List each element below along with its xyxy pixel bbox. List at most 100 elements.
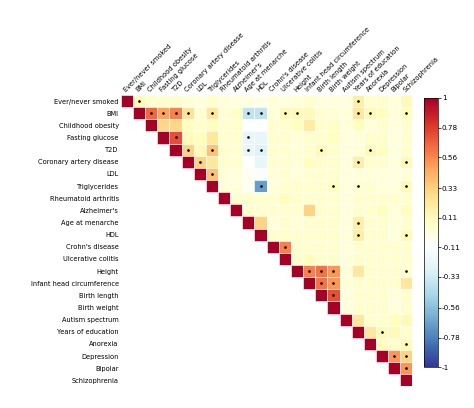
Bar <box>279 241 291 253</box>
Bar <box>303 192 315 204</box>
Bar <box>291 168 303 180</box>
Bar <box>388 277 400 289</box>
Bar <box>352 168 364 180</box>
Bar <box>194 168 206 180</box>
Bar <box>315 204 328 216</box>
Bar <box>328 168 339 180</box>
Bar <box>291 156 303 168</box>
Bar <box>352 277 364 289</box>
Bar <box>303 216 315 228</box>
Bar <box>364 265 376 277</box>
Bar <box>266 168 279 180</box>
Bar <box>352 131 364 144</box>
Bar <box>255 144 266 156</box>
Bar <box>376 350 388 362</box>
Bar <box>230 107 242 119</box>
Bar <box>328 192 339 204</box>
Bar <box>194 95 206 107</box>
Bar <box>230 204 242 216</box>
Bar <box>303 228 315 241</box>
Bar <box>170 144 182 156</box>
Bar <box>242 156 255 168</box>
Bar <box>291 180 303 192</box>
Bar <box>255 216 266 228</box>
Bar <box>303 119 315 131</box>
Bar <box>182 156 194 168</box>
Bar <box>194 107 206 119</box>
Bar <box>157 95 170 107</box>
Bar <box>364 253 376 265</box>
Bar <box>376 95 388 107</box>
Bar <box>328 277 339 289</box>
Bar <box>218 95 230 107</box>
Bar <box>364 289 376 302</box>
Bar <box>376 302 388 314</box>
Bar <box>291 107 303 119</box>
Bar <box>266 156 279 168</box>
Bar <box>315 253 328 265</box>
Bar <box>400 277 412 289</box>
Bar <box>266 119 279 131</box>
Bar <box>364 107 376 119</box>
Bar <box>291 253 303 265</box>
Bar <box>376 168 388 180</box>
Bar <box>400 204 412 216</box>
Bar <box>242 180 255 192</box>
Bar <box>242 144 255 156</box>
Bar <box>352 289 364 302</box>
Bar <box>315 95 328 107</box>
Bar <box>266 131 279 144</box>
Bar <box>145 95 157 107</box>
Bar <box>376 204 388 216</box>
Bar <box>303 95 315 107</box>
Bar <box>157 119 170 131</box>
Bar <box>400 144 412 156</box>
Bar <box>242 216 255 228</box>
Bar <box>182 119 194 131</box>
Bar <box>315 131 328 144</box>
Bar <box>218 192 230 204</box>
Bar <box>339 144 352 156</box>
Bar <box>400 131 412 144</box>
Bar <box>315 107 328 119</box>
Bar <box>279 95 291 107</box>
Bar <box>279 107 291 119</box>
Bar <box>170 107 182 119</box>
Bar <box>133 95 145 107</box>
Bar <box>255 95 266 107</box>
Bar <box>303 265 315 277</box>
Bar <box>364 144 376 156</box>
Bar <box>328 241 339 253</box>
Bar <box>376 289 388 302</box>
Bar <box>376 265 388 277</box>
Bar <box>315 180 328 192</box>
Bar <box>352 314 364 326</box>
Bar <box>194 131 206 144</box>
Bar <box>328 131 339 144</box>
Bar <box>328 95 339 107</box>
Bar <box>388 144 400 156</box>
Bar <box>376 338 388 350</box>
Bar <box>291 204 303 216</box>
Bar <box>315 289 328 302</box>
Bar <box>388 204 400 216</box>
Bar <box>364 119 376 131</box>
Bar <box>339 204 352 216</box>
Bar <box>206 156 218 168</box>
Bar <box>352 302 364 314</box>
Bar <box>388 289 400 302</box>
Bar <box>291 192 303 204</box>
Bar <box>400 156 412 168</box>
Bar <box>242 192 255 204</box>
Bar <box>388 302 400 314</box>
Bar <box>339 253 352 265</box>
Bar <box>352 180 364 192</box>
Bar <box>279 216 291 228</box>
Bar <box>400 95 412 107</box>
Bar <box>400 228 412 241</box>
Bar <box>206 180 218 192</box>
Bar <box>315 216 328 228</box>
Bar <box>339 156 352 168</box>
Bar <box>328 228 339 241</box>
Bar <box>400 192 412 204</box>
